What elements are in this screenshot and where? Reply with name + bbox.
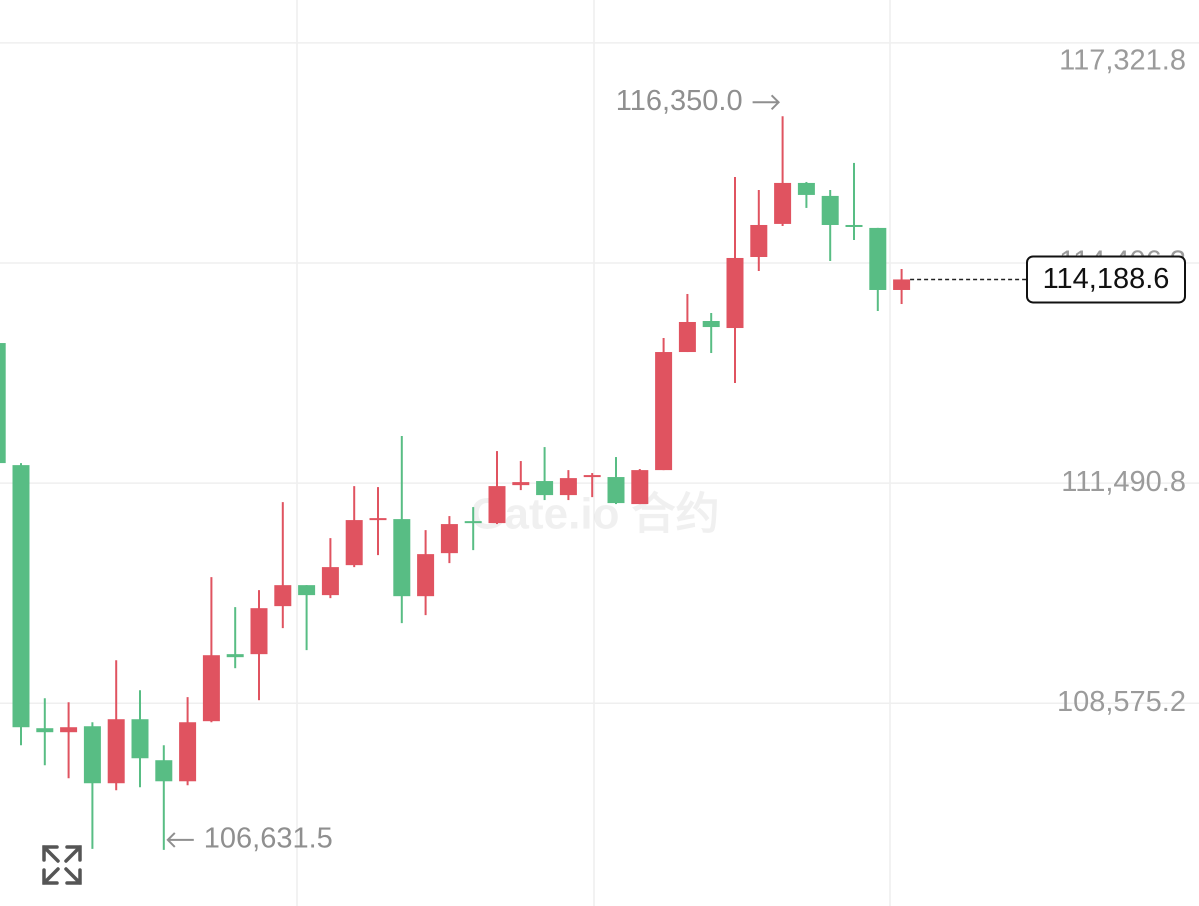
candle-body (12, 465, 30, 728)
candle-body (536, 481, 554, 496)
candle-body (559, 478, 577, 496)
watermark: Gate.io 合约 (470, 490, 719, 539)
candle-body (274, 585, 292, 607)
last-price-box (1026, 255, 1186, 304)
candle-body (298, 585, 316, 596)
candle-body (83, 726, 101, 784)
candle-body (202, 655, 220, 722)
candle-body (702, 321, 720, 328)
candle-body (36, 728, 54, 733)
candle-body (60, 727, 78, 733)
candle-body (678, 321, 696, 353)
candle-body (226, 654, 244, 658)
candle-body (155, 760, 173, 782)
y-tick-label: 117,321.8 (1059, 45, 1186, 77)
candle-body (655, 352, 673, 471)
candle-body (321, 567, 339, 596)
candle-body (417, 554, 435, 597)
candle-body (726, 257, 744, 329)
candle-body (845, 224, 863, 227)
candle-body (345, 520, 363, 566)
candle-body (250, 608, 268, 655)
low-arrow (166, 832, 194, 848)
y-tick-label: 108,575.2 (1057, 686, 1186, 718)
candle-body (131, 719, 149, 759)
candle-body (0, 343, 6, 464)
candle-body (893, 279, 911, 290)
candle-body (488, 486, 506, 524)
high-arrow (752, 94, 781, 110)
candle-body (607, 477, 625, 504)
candle-body (750, 224, 768, 257)
low-label: 106,631.5 (204, 823, 333, 855)
candle-body (107, 719, 125, 784)
candle-body (440, 524, 458, 554)
candle-body (464, 521, 482, 524)
candle-body (797, 182, 815, 195)
candle-body (869, 227, 887, 290)
high-label: 116,350.0 (616, 85, 743, 117)
last-price-label: 114,188.6 (1043, 263, 1170, 295)
candle-body (774, 182, 792, 224)
candle-body (393, 519, 411, 597)
vertical-grid (296, 0, 891, 906)
candle-body (583, 475, 601, 478)
candle-body (821, 195, 839, 225)
y-tick-label: 111,490.8 (1061, 466, 1186, 498)
candle-body (512, 482, 530, 486)
expand-icon[interactable] (42, 845, 82, 885)
candle-body (631, 470, 649, 505)
candle-body (179, 722, 197, 782)
candle-body (369, 518, 387, 521)
